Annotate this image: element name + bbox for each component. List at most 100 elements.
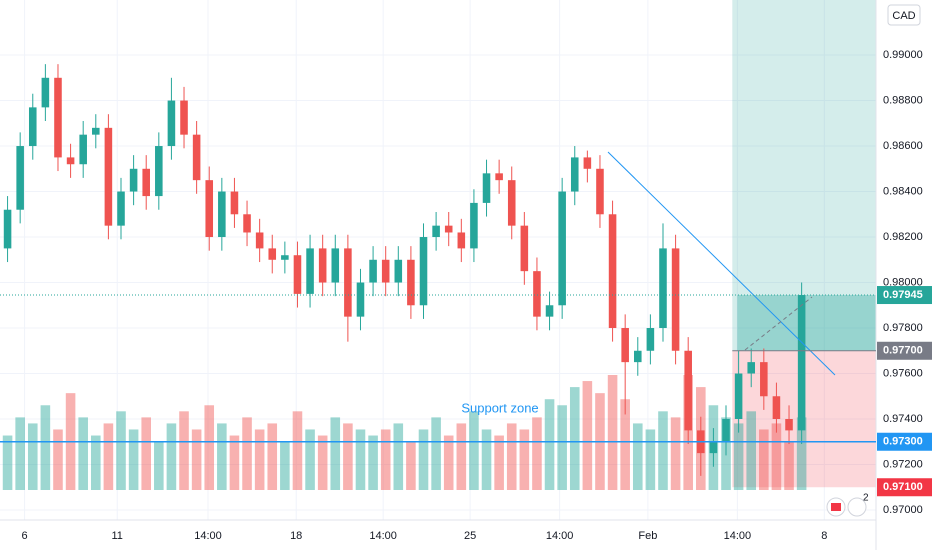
volume-bar — [229, 435, 240, 490]
candle-body — [470, 202, 478, 249]
x-tick-label: 11 — [112, 530, 123, 542]
candle-body — [394, 259, 403, 283]
volume-bar — [305, 429, 315, 490]
candle-body — [507, 180, 516, 226]
candle-body — [760, 362, 768, 397]
volume-bar — [78, 417, 88, 490]
candle-body — [533, 271, 541, 317]
volume-bar — [166, 423, 177, 490]
x-tick-label: 14:00 — [194, 530, 222, 542]
flag — [831, 503, 841, 511]
volume-bar — [406, 441, 416, 490]
volume-bar — [582, 381, 593, 490]
volume-bar — [771, 423, 782, 490]
volume-bar — [494, 435, 504, 490]
volume-bar — [380, 429, 391, 490]
candle-body — [407, 259, 415, 306]
candle-body — [54, 77, 62, 158]
y-tick-label: 0.97800 — [883, 322, 923, 334]
volume-bar — [532, 417, 542, 490]
volume-bar — [292, 411, 303, 490]
candle-body — [16, 146, 24, 210]
volume-bar — [343, 423, 353, 490]
x-tick-label: 18 — [290, 530, 302, 542]
candle-body — [318, 248, 327, 283]
trend-line — [607, 151, 836, 376]
candle-body — [167, 100, 176, 147]
price-label-box — [877, 478, 932, 497]
x-tick-label: 14:00 — [369, 530, 397, 542]
candle-body — [772, 396, 781, 420]
volume-bar — [267, 423, 278, 490]
volume-bar — [154, 441, 164, 490]
volume-bar — [418, 429, 429, 490]
price-label-box — [877, 341, 932, 360]
candle-body — [570, 157, 579, 192]
x-tick-label: 6 — [22, 530, 28, 542]
candle-body — [608, 214, 617, 329]
candle-body — [218, 191, 226, 238]
candle-body — [646, 328, 655, 351]
y-tick-label: 0.98400 — [883, 185, 923, 197]
candle-body — [192, 134, 201, 181]
candle-body — [495, 173, 503, 181]
volume-bar — [796, 417, 807, 490]
volume-bar — [128, 429, 139, 490]
y-tick-label: 0.97200 — [883, 458, 923, 470]
volume-bar — [557, 405, 567, 490]
volume-bar — [645, 429, 656, 490]
candle-body — [709, 441, 718, 454]
volume-bar — [330, 417, 341, 490]
candle-body — [684, 350, 692, 431]
volume-bar — [368, 435, 378, 490]
target-zone — [732, 0, 876, 351]
candle-body — [558, 191, 566, 306]
volume-bar — [280, 441, 290, 490]
annotation: Support zone — [461, 400, 538, 415]
volume-bar — [27, 423, 38, 490]
candle-body — [734, 373, 743, 420]
volume-bar — [116, 411, 126, 490]
price-label-box — [877, 432, 932, 451]
candle-body — [117, 191, 125, 226]
candle-body — [659, 248, 667, 329]
volume-layer — [2, 375, 807, 490]
volume-bar — [40, 405, 51, 490]
candle-body — [104, 127, 113, 226]
price-label: 0.97100 — [883, 481, 923, 493]
currency-box — [887, 4, 921, 26]
volume-bar — [784, 441, 794, 490]
candle-layer — [3, 64, 806, 476]
y-tick-label: 0.99000 — [883, 49, 923, 61]
volume-bar — [607, 375, 618, 490]
volume-bar — [431, 417, 441, 490]
volume-bar — [91, 435, 101, 490]
volume-bar — [53, 429, 63, 490]
candle-body — [633, 350, 642, 363]
candle-body — [444, 225, 453, 233]
volume-bar — [179, 411, 189, 490]
position-zones — [732, 0, 876, 488]
events-icon[interactable] — [847, 497, 867, 517]
x-tick-label: 14:00 — [546, 530, 574, 542]
candle-body — [482, 173, 491, 203]
currency: CAD — [892, 10, 915, 22]
volume-bar — [242, 417, 252, 490]
volume-bar — [317, 435, 328, 490]
y-tick-label: 0.97000 — [883, 504, 923, 516]
volume-bar — [443, 435, 454, 490]
y-tick-label: 0.98800 — [883, 94, 923, 106]
volume-bar — [15, 417, 25, 490]
candle-body — [3, 209, 12, 249]
volume-bar — [469, 411, 479, 490]
price-label: 0.97945 — [883, 289, 923, 301]
price-label: 0.97300 — [883, 436, 923, 448]
y-tick-label: 0.98000 — [883, 276, 923, 288]
candle-body — [722, 419, 730, 442]
volume-bar — [733, 423, 744, 490]
x-tick-label: 8 — [821, 530, 827, 542]
profit-zone — [737, 295, 876, 351]
candle-body — [432, 225, 440, 238]
candle-body — [180, 100, 188, 135]
volume-bar — [191, 429, 202, 490]
